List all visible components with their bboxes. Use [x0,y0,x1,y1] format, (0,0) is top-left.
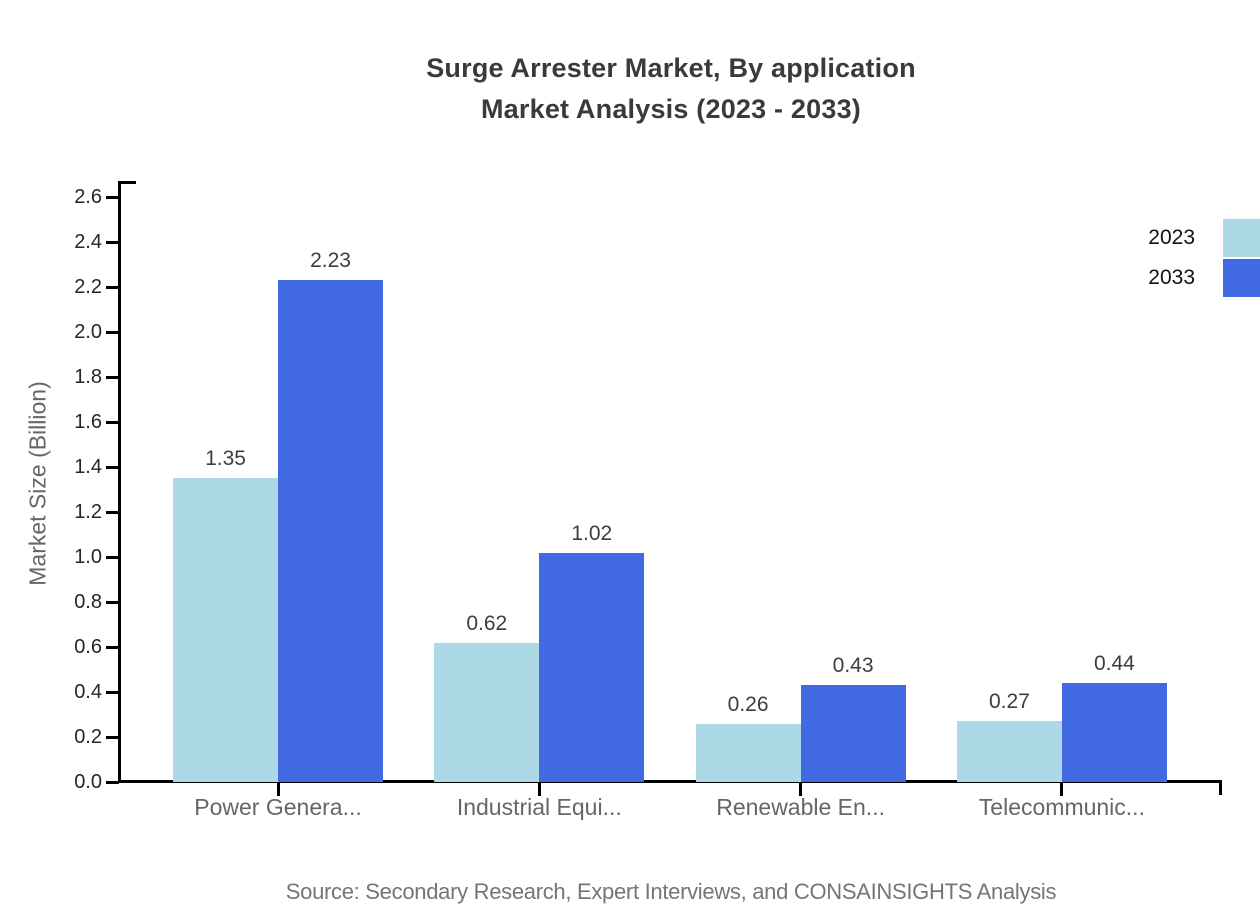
y-axis-tick [106,511,119,514]
y-axis-tick-label: 2.2 [74,276,102,298]
y-axis-tick-label: 1.6 [74,411,102,433]
y-axis-tick-label: 1.8 [74,366,102,388]
y-axis-tick [106,601,119,604]
y-axis-tick [106,286,119,289]
bar-2033 [278,280,383,782]
x-axis-tick [276,783,280,796]
bar-value-label: 0.26 [727,692,769,716]
x-axis-line [118,780,1222,783]
x-axis-category-label: Industrial Equi... [456,794,622,820]
legend-swatch-2033 [1223,259,1260,297]
bar-value-label: 0.62 [466,611,508,635]
y-axis-tick-label: 0.2 [74,726,102,748]
bar-2033 [800,685,906,782]
x-axis-category-label: Telecommunic... [978,794,1145,820]
bar-2023 [956,721,1062,782]
x-axis-tick [1060,783,1064,796]
x-axis-tick [799,783,803,796]
x-axis-category-label: Power Genera... [194,794,362,820]
y-axis-tick [106,331,119,334]
source-note: Source: Secondary Research, Expert Inter… [285,879,1057,904]
y-axis-tick-label: 0.6 [74,636,102,658]
chart-title: Surge Arrester Market, By application Ma… [120,48,1222,130]
x-axis-category-label: Renewable En... [716,794,885,820]
y-axis-tick-label: 2.0 [74,321,102,343]
y-axis-tick [106,196,119,199]
y-axis-line [118,181,121,783]
y-axis-tick-label: 1.0 [74,546,102,568]
x-axis-tick [537,783,541,796]
bar-value-label: 0.27 [988,690,1030,714]
y-axis-tick-label: 1.4 [74,456,102,478]
chart-title-line2: Market Analysis (2023 - 2033) [480,94,861,124]
y-axis-tick-label: 0.0 [74,771,102,793]
bar-2033 [1061,683,1167,782]
y-axis-tick [106,736,119,739]
y-axis-tick-label: 0.8 [74,591,102,613]
y-axis-tick [106,781,119,784]
y-axis-tick [106,556,119,559]
chart-title-line1: Surge Arrester Market, By application [426,53,916,83]
y-axis-tick [106,646,119,649]
legend-label-2023: 2023 [1148,226,1195,249]
bar-2023 [695,723,801,782]
legend-label-2033: 2033 [1148,266,1195,289]
bar-value-label: 0.44 [1093,652,1135,675]
y-axis-tick [106,241,119,244]
y-axis-end-cap [118,181,136,184]
bar-value-label: 2.23 [310,249,351,273]
y-axis-tick-label: 2.4 [74,231,102,253]
y-axis-tick [106,466,119,469]
y-axis-tick-label: 0.4 [74,681,102,703]
y-axis-tick [106,421,119,424]
x-axis-end-cap [1219,780,1222,795]
y-axis-tick [106,691,119,694]
bar-2033 [539,552,645,782]
bar-value-label: 0.43 [832,654,874,678]
legend-swatch-2023 [1223,219,1260,257]
y-axis-tick-label: 1.2 [74,501,102,523]
y-axis-tick-label: 2.6 [74,186,102,208]
bar-2023 [173,478,278,782]
y-axis-tick [106,376,119,379]
y-axis-title: Market Size (Billion) [24,381,51,586]
bar-2023 [434,642,540,782]
bar-value-label: 1.02 [571,521,613,545]
bar-value-label: 1.35 [205,447,246,471]
